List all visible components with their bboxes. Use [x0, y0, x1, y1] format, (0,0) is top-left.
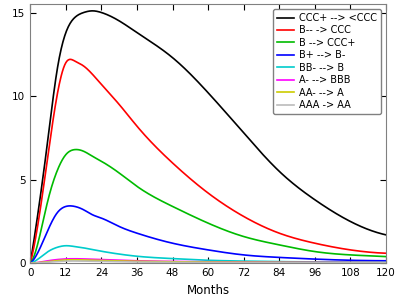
- B+ --> B-: [266, 255, 271, 259]
- B+ --> B-: [296, 257, 301, 260]
- B-- -> CCC: [266, 227, 271, 231]
- B --> CCC+: [120, 173, 125, 177]
- Line: AAA -> AA: AAA -> AA: [30, 261, 386, 263]
- BB- --> B: [120, 253, 125, 256]
- Line: AA- --> A: AA- --> A: [30, 260, 386, 263]
- AAA -> AA: [296, 261, 301, 265]
- A- --> BBB: [71, 257, 76, 261]
- A- --> BBB: [189, 260, 194, 263]
- B --> CCC+: [28, 262, 33, 265]
- CCC+ --> <CCC: [266, 159, 271, 162]
- AA- --> A: [92, 258, 96, 262]
- Legend: CCC+ --> <CCC, B-- -> CCC, B --> CCC+, B+ --> B-, BB- --> B, A- --> BBB, AA- -->: CCC+ --> <CCC, B-- -> CCC, B --> CCC+, B…: [273, 9, 381, 114]
- CCC+ --> <CCC: [92, 9, 96, 13]
- CCC+ --> <CCC: [120, 21, 125, 25]
- BB- --> B: [189, 258, 194, 261]
- B+ --> B-: [189, 245, 194, 249]
- B --> CCC+: [189, 214, 194, 218]
- AA- --> A: [28, 262, 33, 265]
- AAA -> AA: [266, 261, 271, 265]
- A- --> BBB: [28, 262, 33, 265]
- BB- --> B: [64, 244, 69, 247]
- Line: BB- --> B: BB- --> B: [30, 246, 386, 263]
- AA- --> A: [296, 261, 301, 264]
- A- --> BBB: [296, 261, 301, 264]
- A- --> BBB: [266, 260, 271, 264]
- CCC+ --> <CCC: [296, 186, 301, 190]
- AA- --> A: [120, 259, 125, 263]
- CCC+ --> <CCC: [90, 9, 95, 13]
- B-- -> CCC: [28, 262, 33, 265]
- AAA -> AA: [189, 261, 194, 264]
- AA- --> A: [71, 258, 76, 262]
- AA- --> A: [238, 260, 243, 264]
- B-- -> CCC: [92, 74, 96, 78]
- CCC+ --> <CCC: [28, 262, 33, 265]
- B+ --> B-: [68, 204, 72, 208]
- B+ --> B-: [28, 262, 33, 265]
- AAA -> AA: [70, 259, 74, 263]
- Line: B+ --> B-: B+ --> B-: [30, 206, 386, 263]
- B --> CCC+: [92, 155, 96, 159]
- A- --> BBB: [92, 258, 96, 261]
- B-- -> CCC: [120, 106, 125, 110]
- CCC+ --> <CCC: [238, 127, 243, 131]
- Line: B-- -> CCC: B-- -> CCC: [30, 59, 386, 263]
- B+ --> B-: [92, 214, 96, 217]
- Line: A- --> BBB: A- --> BBB: [30, 259, 386, 263]
- Line: B --> CCC+: B --> CCC+: [30, 150, 386, 263]
- BB- --> B: [28, 262, 33, 265]
- B --> CCC+: [384, 255, 388, 258]
- AA- --> A: [266, 261, 271, 264]
- AAA -> AA: [120, 260, 125, 264]
- B-- -> CCC: [68, 57, 72, 61]
- A- --> BBB: [238, 260, 243, 264]
- A- --> BBB: [120, 258, 125, 262]
- BB- --> B: [296, 260, 301, 264]
- B+ --> B-: [120, 226, 125, 230]
- B+ --> B-: [238, 253, 243, 256]
- BB- --> B: [384, 260, 388, 264]
- AA- --> A: [189, 260, 194, 264]
- Line: CCC+ --> <CCC: CCC+ --> <CCC: [30, 11, 386, 263]
- AAA -> AA: [238, 261, 243, 264]
- AAA -> AA: [384, 261, 388, 265]
- BB- --> B: [266, 260, 271, 263]
- AAA -> AA: [92, 259, 96, 263]
- B --> CCC+: [74, 148, 78, 151]
- AA- --> A: [384, 261, 388, 265]
- BB- --> B: [238, 259, 243, 263]
- AAA -> AA: [28, 262, 33, 265]
- B --> CCC+: [238, 234, 243, 237]
- B-- -> CCC: [238, 213, 243, 216]
- CCC+ --> <CCC: [189, 74, 194, 77]
- A- --> BBB: [384, 261, 388, 264]
- B-- -> CCC: [189, 178, 194, 182]
- B+ --> B-: [384, 259, 388, 262]
- X-axis label: Months: Months: [186, 284, 230, 297]
- B-- -> CCC: [296, 237, 301, 241]
- CCC+ --> <CCC: [384, 233, 388, 237]
- B-- -> CCC: [384, 251, 388, 255]
- B --> CCC+: [296, 247, 301, 251]
- BB- --> B: [92, 248, 96, 252]
- B --> CCC+: [266, 241, 271, 244]
